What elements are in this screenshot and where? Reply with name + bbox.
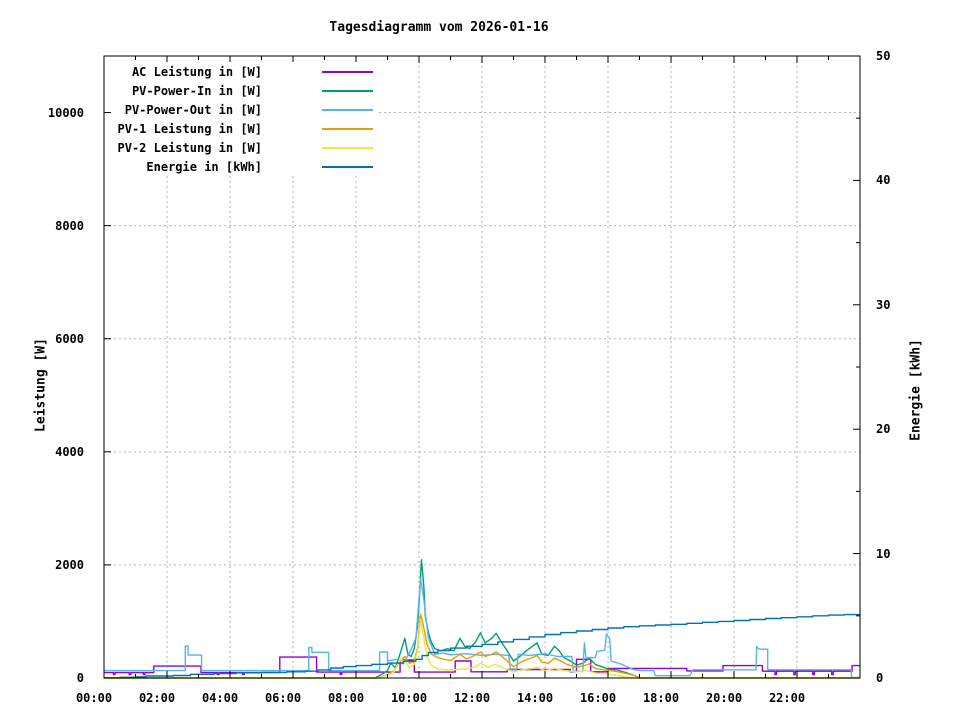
legend-line-sample-energie — [322, 166, 373, 168]
legend-line-sample-pv1 — [322, 128, 373, 130]
x-tick-label: 18:00 — [642, 691, 680, 705]
legend-row: PV-Power-In in [W] — [112, 84, 378, 98]
y-left-tick-label: 0 — [76, 671, 84, 685]
legend: AC Leistung in [W] PV-Power-In in [W] PV… — [112, 62, 378, 176]
x-tick-label: 10:00 — [390, 691, 428, 705]
legend-line-sample-pv2 — [322, 147, 373, 149]
series-ac — [104, 656, 860, 676]
legend-row: PV-1 Leistung in [W] — [112, 122, 378, 136]
x-tick-label: 12:00 — [453, 691, 491, 705]
legend-label-pv2: PV-2 Leistung in [W] — [117, 141, 263, 155]
y-left-tick-label: 4000 — [55, 444, 84, 459]
y-left-tick-label: 10000 — [47, 105, 84, 120]
chart-title: Tagesdiagramm vom 2026-01-16 — [329, 20, 549, 35]
series-pv_power_out — [104, 577, 860, 679]
legend-row: AC Leistung in [W] — [112, 65, 378, 79]
series-pv1 — [104, 613, 860, 679]
x-tick-label: 06:00 — [264, 691, 302, 705]
x-tick-label: 04:00 — [201, 691, 239, 705]
y-right-tick-label: 30 — [876, 297, 891, 312]
x-tick-label: 02:00 — [138, 691, 176, 705]
legend-row: PV-2 Leistung in [W] — [112, 141, 378, 155]
y-right-tick-label: 40 — [876, 173, 891, 188]
y-right-tick-label: 10 — [876, 546, 891, 561]
series-pv2 — [104, 619, 860, 679]
y-right-tick-label: 50 — [876, 49, 891, 63]
legend-label-ac: AC Leistung in [W] — [131, 65, 262, 79]
x-tick-label: 00:00 — [75, 691, 113, 705]
x-tick-label: 14:00 — [516, 691, 554, 705]
y-right-tick-label: 20 — [876, 422, 891, 437]
legend-row: PV-Power-Out in [W] — [112, 103, 378, 117]
legend-row: Energie in [kWh] — [112, 160, 378, 174]
y-left-tick-label: 2000 — [55, 557, 84, 572]
y-left-tick-label: 6000 — [55, 331, 84, 346]
y-left-tick-label: 8000 — [55, 218, 84, 233]
legend-label-energie: Energie in [kWh] — [146, 160, 262, 174]
legend-line-sample-pv-power-in — [322, 90, 373, 92]
x-tick-label: 08:00 — [327, 691, 365, 705]
x-tick-label: 20:00 — [705, 691, 743, 705]
legend-label-pv-power-in: PV-Power-In in [W] — [131, 84, 262, 98]
legend-label-pv1: PV-1 Leistung in [W] — [117, 122, 263, 136]
legend-label-pv-power-out: PV-Power-Out in [W] — [124, 103, 262, 117]
legend-line-sample-ac — [322, 71, 373, 73]
x-tick-label: 22:00 — [768, 691, 806, 705]
legend-line-sample-pv-power-out — [322, 109, 373, 111]
x-tick-label: 16:00 — [579, 691, 617, 705]
series-energie — [104, 613, 861, 679]
y-right-tick-label: 0 — [876, 671, 884, 685]
